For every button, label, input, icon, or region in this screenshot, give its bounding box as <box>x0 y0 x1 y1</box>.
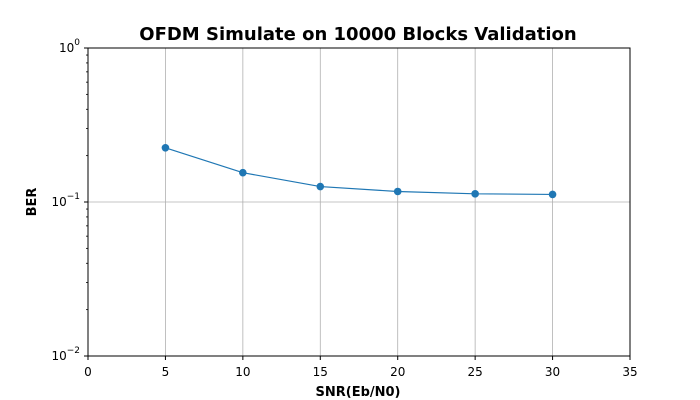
chart-title: OFDM Simulate on 10000 Blocks Validation <box>139 24 576 45</box>
data-point <box>393 187 402 196</box>
x-axis: 0 5 10 15 20 25 30 35 <box>84 356 638 379</box>
data-point <box>471 190 479 198</box>
x-tick-label: 15 <box>313 365 328 379</box>
x-tick-label: 20 <box>390 365 405 379</box>
plot-frame <box>87 47 631 357</box>
x-tick-label: 5 <box>162 365 170 379</box>
series-line <box>165 147 553 196</box>
x-tick-label: 10 <box>235 365 250 379</box>
x-tick-label: 35 <box>622 365 637 379</box>
data-point <box>239 168 247 177</box>
x-axis-label: SNR(Eb/N0) <box>316 385 401 400</box>
data-point <box>161 143 170 152</box>
y-tick-label: 100 <box>59 38 80 55</box>
x-tick-label: 0 <box>84 365 92 379</box>
data-point <box>316 182 325 191</box>
series-layer <box>161 143 557 199</box>
y-axis-label: BER <box>25 188 40 217</box>
x-tick-label: 30 <box>545 365 560 379</box>
x-tick-label: 25 <box>468 365 483 379</box>
data-point <box>548 190 557 199</box>
y-tick-label: 10−1 <box>51 192 80 209</box>
y-axis: 10−2 10−1 100 <box>51 38 88 363</box>
y-tick-label: 10−2 <box>51 346 80 363</box>
